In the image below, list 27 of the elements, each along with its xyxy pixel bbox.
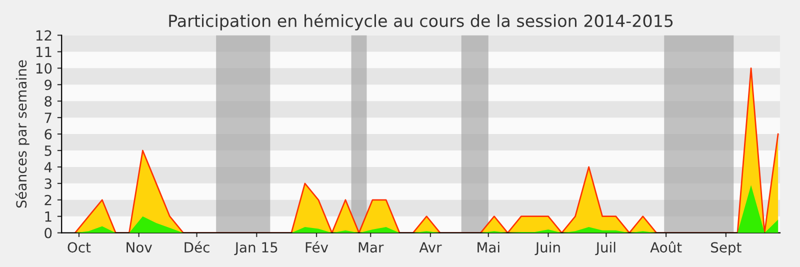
y-tick-label: 3	[44, 178, 52, 189]
x-tick-label: Mar	[358, 242, 384, 253]
y-tick-label: 1	[45, 212, 52, 222]
x-tick-label: Mai	[478, 242, 500, 253]
y-axis-title: Séances par semaine	[15, 60, 30, 208]
y-tick-label: 10	[36, 63, 52, 74]
x-tick-label: Juin	[534, 242, 560, 256]
x-tick-label: Déc	[184, 241, 210, 253]
x-tick-label: Oct	[68, 242, 91, 253]
x-tick-label: Avr	[419, 242, 442, 252]
y-tick-label: 11	[36, 46, 52, 57]
x-tick-label: Fév	[306, 241, 328, 253]
y-tick-label: 7	[44, 112, 52, 123]
y-tick-label: 5	[44, 146, 52, 156]
x-tick-label: Jan 15	[234, 242, 278, 256]
x-tick-label: Nov	[126, 242, 152, 253]
y-tick-label: 2	[44, 194, 52, 206]
y-tick-label: 0	[44, 228, 52, 238]
x-tick-label: Août	[650, 241, 682, 253]
x-tick-label: Juil	[595, 242, 616, 256]
x-tick-label: Sept	[711, 242, 742, 256]
y-tick-label: 6	[44, 129, 52, 140]
y-tick-label: 9	[44, 80, 52, 90]
y-tick-label: 4	[44, 162, 52, 172]
y-tick-label: 8	[44, 96, 52, 107]
chart-title: Participation en hémicycle au cours de la session 2014-2015	[169, 14, 673, 30]
y-tick-label: 12	[36, 30, 52, 41]
